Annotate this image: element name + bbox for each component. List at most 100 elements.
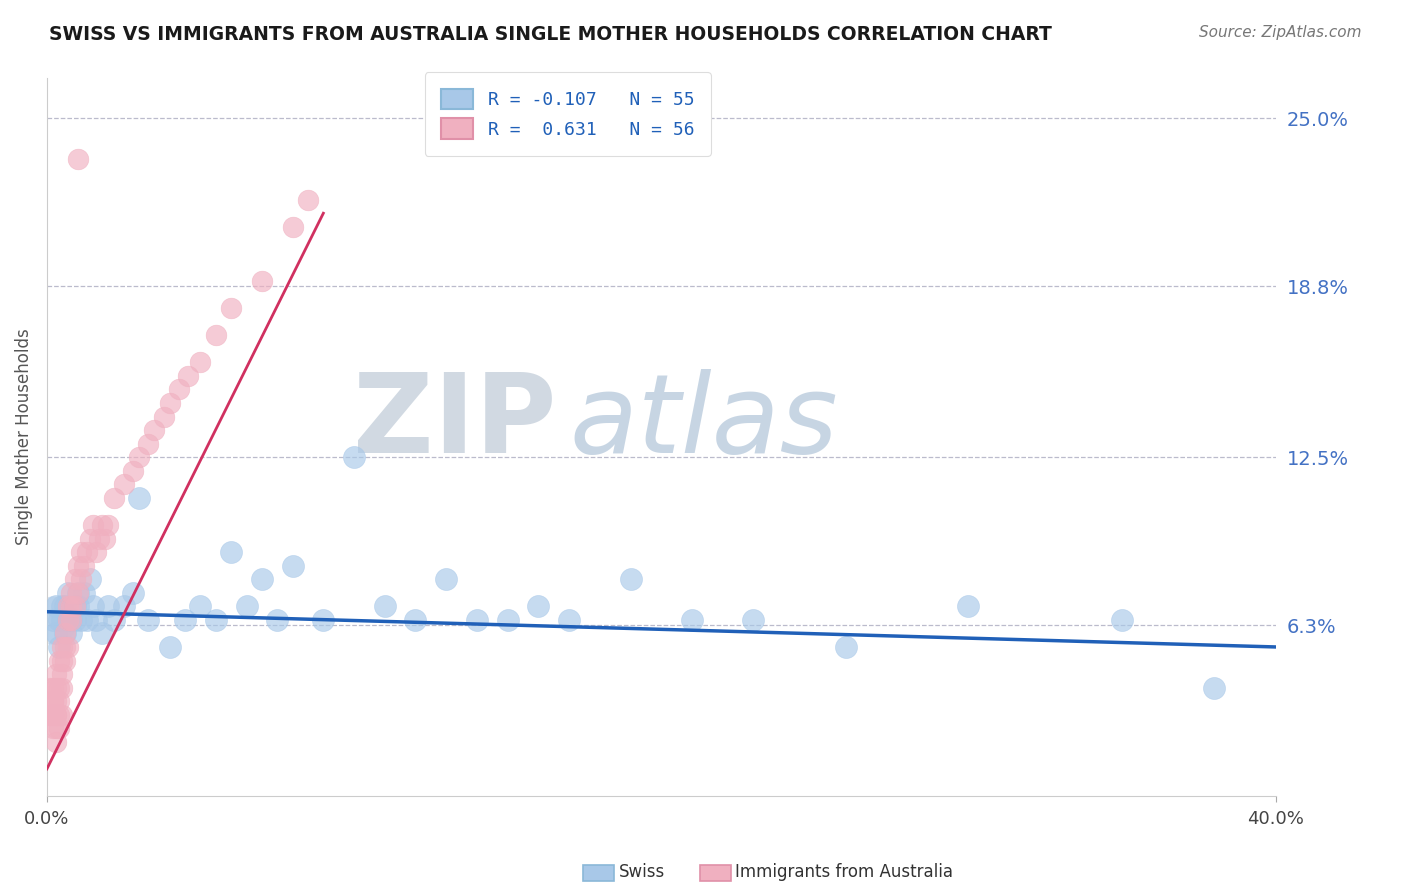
Point: [281, 219, 304, 234]
Point: [219, 545, 242, 559]
Point: [76, 613, 98, 627]
Point: [79, 532, 101, 546]
Point: [69, 613, 91, 627]
Point: [742, 613, 765, 627]
Point: [79, 572, 101, 586]
Point: [69, 572, 91, 586]
Point: [84, 613, 107, 627]
Point: [312, 613, 335, 627]
Point: [58, 613, 80, 627]
Point: [39, 707, 62, 722]
Point: [73, 586, 96, 600]
Point: [42, 694, 65, 708]
Point: [112, 599, 135, 614]
Point: [681, 613, 703, 627]
Point: [143, 423, 166, 437]
Point: [250, 274, 273, 288]
Point: [45, 707, 67, 722]
Point: [58, 599, 80, 614]
Point: [45, 694, 67, 708]
Point: [103, 613, 125, 627]
Point: [266, 613, 288, 627]
Point: [177, 368, 200, 383]
Point: [527, 599, 550, 614]
Point: [205, 613, 228, 627]
Point: [42, 707, 65, 722]
Point: [834, 640, 856, 654]
Point: [297, 193, 319, 207]
Point: [66, 586, 89, 600]
Point: [405, 613, 427, 627]
Point: [97, 599, 120, 614]
Text: atlas: atlas: [569, 369, 838, 476]
Point: [48, 721, 70, 735]
Point: [136, 436, 159, 450]
Point: [152, 409, 174, 424]
Point: [63, 613, 86, 627]
Point: [190, 355, 212, 369]
Point: [60, 599, 83, 614]
Text: ZIP: ZIP: [353, 369, 557, 476]
Point: [58, 613, 80, 627]
Point: [60, 626, 83, 640]
Point: [51, 707, 73, 722]
Point: [53, 653, 76, 667]
Point: [957, 599, 980, 614]
Point: [87, 532, 110, 546]
Legend: R = -0.107   N = 55, R =  0.631   N = 56: R = -0.107 N = 55, R = 0.631 N = 56: [425, 72, 710, 155]
Text: Immigrants from Australia: Immigrants from Australia: [735, 863, 953, 881]
Point: [159, 640, 181, 654]
Point: [128, 491, 150, 505]
Point: [205, 328, 228, 343]
Point: [42, 613, 65, 627]
Point: [73, 558, 96, 573]
Y-axis label: Single Mother Households: Single Mother Households: [15, 328, 32, 545]
Point: [60, 613, 83, 627]
Point: [235, 599, 257, 614]
Point: [51, 681, 73, 695]
Point: [66, 152, 89, 166]
Point: [66, 586, 89, 600]
Point: [45, 667, 67, 681]
Point: [58, 640, 80, 654]
Point: [63, 599, 86, 614]
Point: [82, 518, 104, 533]
Point: [45, 721, 67, 735]
Point: [63, 599, 86, 614]
Point: [97, 518, 120, 533]
Point: [58, 586, 80, 600]
Point: [69, 545, 91, 559]
Point: [42, 681, 65, 695]
Point: [45, 626, 67, 640]
Point: [76, 545, 98, 559]
Point: [51, 599, 73, 614]
Point: [128, 450, 150, 465]
Text: Source: ZipAtlas.com: Source: ZipAtlas.com: [1198, 25, 1361, 40]
Point: [48, 694, 70, 708]
Point: [53, 626, 76, 640]
Point: [51, 653, 73, 667]
Point: [66, 599, 89, 614]
Point: [343, 450, 366, 465]
Point: [136, 613, 159, 627]
Point: [53, 626, 76, 640]
Point: [60, 586, 83, 600]
Point: [42, 694, 65, 708]
Point: [91, 518, 114, 533]
Point: [91, 626, 114, 640]
Point: [39, 707, 62, 722]
Text: Swiss: Swiss: [619, 863, 665, 881]
Point: [63, 572, 86, 586]
Point: [434, 572, 457, 586]
Point: [66, 558, 89, 573]
Point: [159, 396, 181, 410]
Point: [84, 545, 107, 559]
Point: [53, 640, 76, 654]
Point: [619, 572, 641, 586]
Point: [103, 491, 125, 505]
Point: [558, 613, 581, 627]
Point: [465, 613, 488, 627]
Point: [250, 572, 273, 586]
Text: SWISS VS IMMIGRANTS FROM AUSTRALIA SINGLE MOTHER HOUSEHOLDS CORRELATION CHART: SWISS VS IMMIGRANTS FROM AUSTRALIA SINGL…: [49, 25, 1052, 44]
Point: [45, 681, 67, 695]
